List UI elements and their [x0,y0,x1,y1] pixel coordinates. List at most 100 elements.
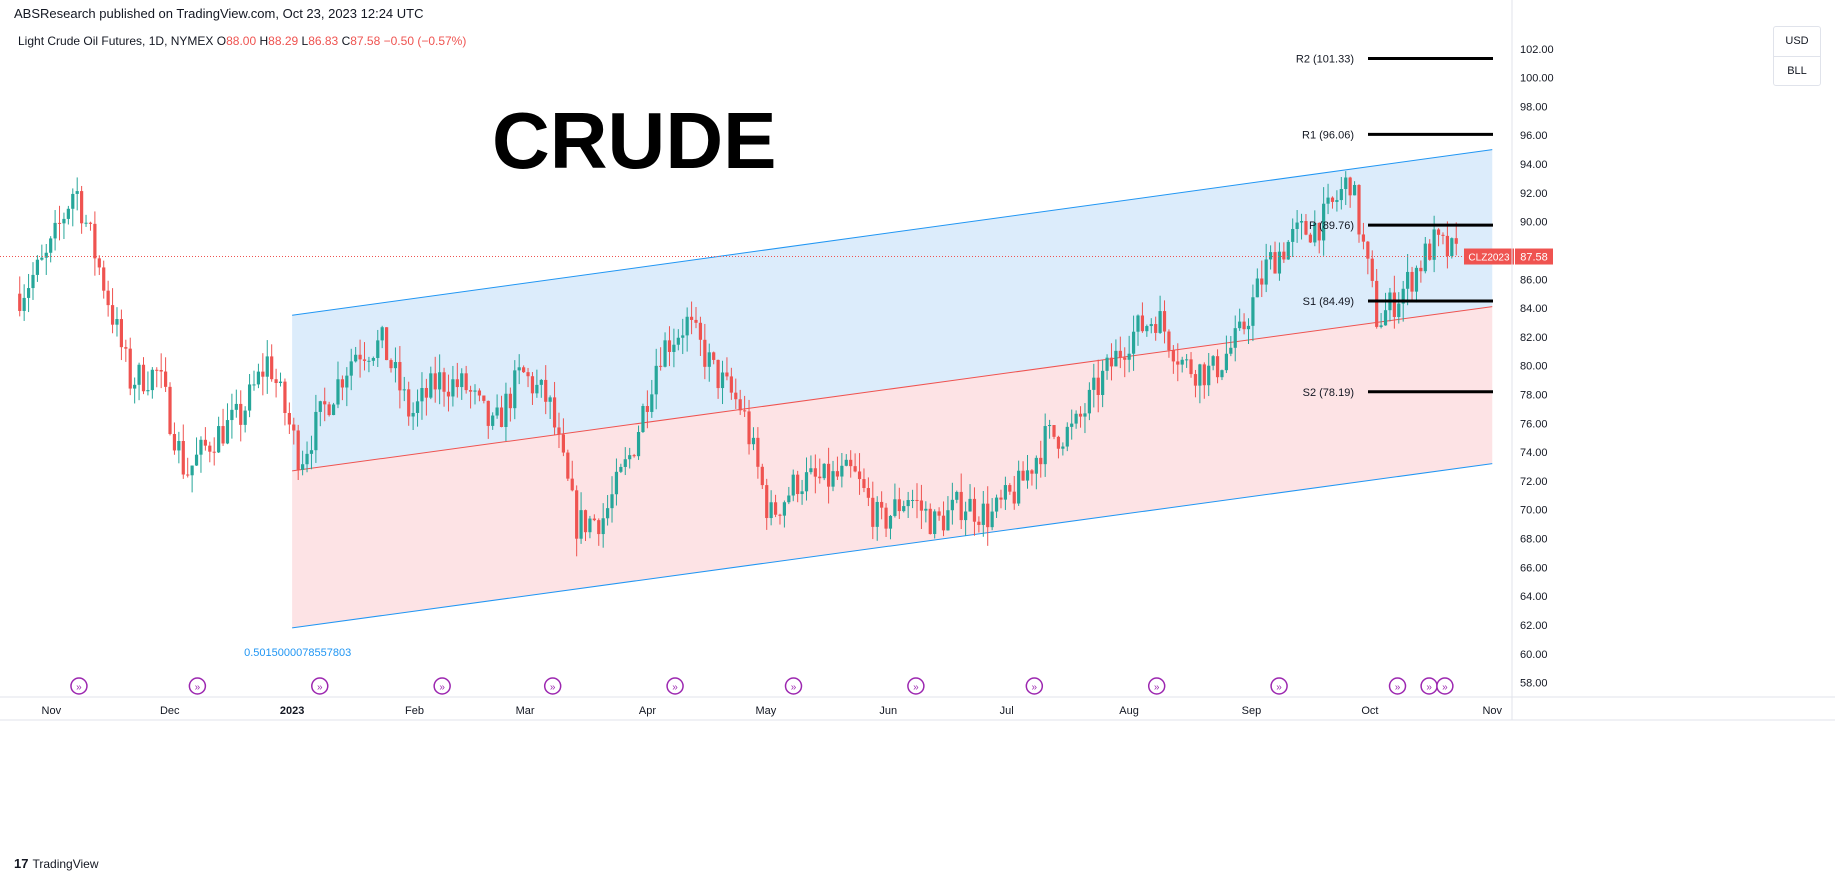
candle-body[interactable] [150,369,154,391]
candle-body[interactable] [676,337,680,345]
candle-body[interactable] [225,420,230,444]
candle-body[interactable] [539,379,543,385]
candle-body[interactable] [1180,359,1184,365]
candle-body[interactable] [1136,315,1140,332]
candle-body[interactable] [22,297,26,311]
candle-body[interactable] [862,479,866,489]
candle-body[interactable] [1308,234,1312,243]
candle-body[interactable] [1145,326,1149,332]
candle-body[interactable] [681,335,685,338]
candle-body[interactable] [910,499,915,501]
candle-body[interactable] [203,439,207,446]
candle-body[interactable] [871,497,875,527]
candle-body[interactable] [26,288,31,298]
candle-body[interactable] [1162,311,1167,332]
candle-body[interactable] [1454,238,1458,244]
candle-body[interactable] [270,356,274,380]
candle-body[interactable] [1202,364,1206,386]
candle-body[interactable] [1220,370,1224,378]
candle-body[interactable] [977,521,981,525]
candle-body[interactable] [1410,271,1414,292]
candle-body[interactable] [592,518,596,521]
candle-body[interactable] [168,386,172,435]
candle-body[interactable] [1140,315,1145,332]
candle-body[interactable] [349,361,353,376]
candle-body[interactable] [451,379,455,397]
candle-body[interactable] [1056,436,1061,449]
candle-body[interactable] [1123,357,1127,360]
candle-body[interactable] [477,390,482,396]
candle-body[interactable] [1339,189,1343,201]
candle-body[interactable] [199,439,203,455]
candle-body[interactable] [1052,425,1056,437]
candle-body[interactable] [1105,357,1109,371]
candle-body[interactable] [172,434,177,451]
candle-body[interactable] [747,411,751,445]
candle-body[interactable] [1087,389,1091,414]
candle-body[interactable] [362,359,367,361]
candle-body[interactable] [1317,223,1321,241]
event-marker-icon[interactable] [70,677,88,695]
candle-body[interactable] [1211,356,1215,366]
candle-body[interactable] [857,471,862,480]
candle-body[interactable] [35,259,40,275]
candle-body[interactable] [393,362,398,369]
candle-body[interactable] [1224,353,1228,371]
candle-body[interactable] [933,511,937,535]
event-marker-icon[interactable] [907,677,925,695]
candle-body[interactable] [1012,491,1016,504]
candle-body[interactable] [49,238,53,253]
candle-body[interactable] [155,369,159,371]
candle-body[interactable] [415,401,420,413]
candle-body[interactable] [1047,425,1052,427]
candle-body[interactable] [88,222,93,224]
candle-body[interactable] [1003,485,1007,500]
candle-body[interactable] [137,364,141,385]
candle-body[interactable] [1008,485,1012,492]
candle-body[interactable] [972,498,977,522]
candle-body[interactable] [756,437,760,467]
candle-body[interactable] [296,430,300,470]
candle-body[interactable] [941,515,946,531]
candle-body[interactable] [345,375,349,388]
candle-body[interactable] [499,407,504,427]
candle-body[interactable] [994,497,999,512]
candle-body[interactable] [769,502,773,519]
candle-body[interactable] [468,390,473,392]
event-marker-icon[interactable] [188,677,207,695]
event-marker-icon[interactable] [784,677,803,695]
candle-body[interactable] [181,440,185,475]
candle-body[interactable] [1330,197,1335,202]
candle-body[interactable] [902,506,906,512]
candle-body[interactable] [1215,356,1220,378]
candle-body[interactable] [318,401,322,412]
candle-body[interactable] [133,384,137,389]
candle-body[interactable] [1043,426,1047,465]
candle-body[interactable] [1273,252,1277,274]
candle-body[interactable] [893,499,897,516]
candle-body[interactable] [853,466,857,472]
candle-body[interactable] [888,515,893,529]
candle-body[interactable] [261,371,265,377]
candle-body[interactable] [371,357,375,361]
candle-body[interactable] [283,381,287,413]
candle-body[interactable] [654,365,658,395]
candle-body[interactable] [517,367,521,371]
candle-body[interactable] [791,474,795,496]
candle-body[interactable] [999,497,1003,500]
candle-body[interactable] [486,400,490,426]
candle-body[interactable] [729,376,733,393]
candle-body[interactable] [522,367,526,373]
event-marker-icon[interactable] [433,677,451,695]
candle-body[interactable] [946,510,950,531]
candle-body[interactable] [835,471,840,477]
candle-body[interactable] [800,491,804,495]
candle-body[interactable] [57,222,62,224]
candle-body[interactable] [221,426,225,444]
candle-body[interactable] [354,354,358,362]
candle-body[interactable] [685,316,689,336]
candle-body[interactable] [1366,241,1370,259]
candle-body[interactable] [548,397,552,402]
candle-body[interactable] [1282,251,1286,260]
